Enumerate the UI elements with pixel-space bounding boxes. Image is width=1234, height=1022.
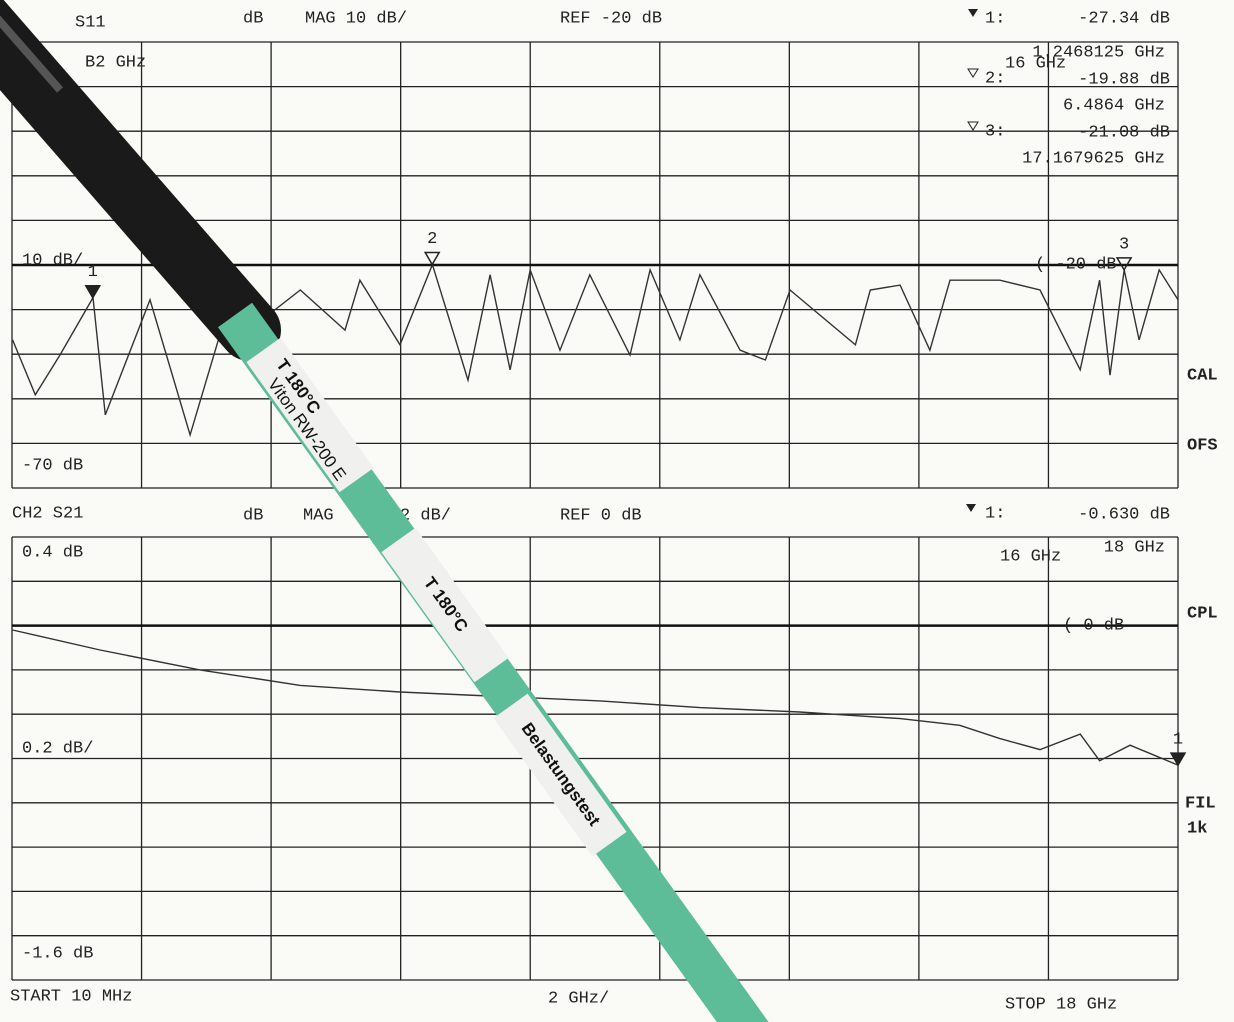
span-note: 16 GHz [1005,54,1066,73]
format: dB [243,506,263,525]
band [493,693,627,857]
start: START 10 MHz [10,987,132,1006]
marker-icon [967,68,979,78]
reference: REF 0 dB [560,506,642,525]
partial-note: B2 GHz [85,53,146,72]
cable-sleeve [0,0,281,361]
x-scale: 2 GHz/ [548,989,609,1008]
marker-freq: 1.2468125 GHz [1032,43,1165,62]
side-label: CAL [1187,366,1218,385]
side-label: FIL [1185,794,1216,813]
channel: CH2 S21 [12,504,83,523]
marker [1169,752,1187,767]
plots: 1 2 3 1 [11,41,1187,981]
marker-icon [967,121,979,131]
marker-value: -21.08 dB [1078,123,1170,142]
marker-freq: 6.4864 GHz [1063,96,1165,115]
marker-label: 1 [88,263,98,282]
side-label: 1k [1187,819,1207,838]
labels: S11 dB MAG 10 dB/ REF -20 dB 1: -27.34 d… [10,9,1218,1014]
bottom-label: -70 dB [22,456,83,475]
scale: 2 dB/ [400,506,451,525]
side-label: CPL [1187,604,1218,623]
marker-freq: 18 GHz [1104,538,1165,557]
marker [84,284,102,300]
band [246,337,374,493]
reference: REF -20 dB [560,9,662,28]
scale: MAG 10 dB/ [305,9,407,28]
trace [12,629,1179,766]
ref-marker: ( 0 dB [1063,616,1124,635]
side-label: OFS [1187,436,1218,455]
scale-label: 0.2 dB/ [22,739,93,758]
marker-icon [968,9,978,17]
marker-value: -27.34 dB [1078,9,1170,28]
ref-marker: ( -20 dB [1035,255,1117,274]
format: dB [243,9,263,28]
scale: MAG [303,506,334,525]
marker-freq: 17.1679625 GHz [1022,149,1165,168]
stop: STOP 18 GHz [1005,995,1117,1014]
marker-readout: 1: [985,9,1005,28]
marker-readout: 3: [985,122,1005,141]
channel: S11 [75,13,106,32]
scale-label: 10 dB/ [22,251,83,270]
marker-value: -19.88 dB [1078,70,1170,89]
bottom-label: -1.6 dB [22,944,93,963]
trace [11,262,1179,438]
marker-readout: 2: [985,69,1005,88]
cable-highlight [0,15,64,93]
marker [423,251,441,266]
band [381,527,509,683]
marker [1115,257,1133,272]
marker-icon [966,504,976,512]
marker-value: -0.630 dB [1078,505,1170,524]
top-label: 0.4 dB [22,543,83,562]
span-note: 16 GHz [1000,547,1061,566]
marker-label: 2 [427,230,437,249]
marker-readout: 1: [985,504,1005,523]
marker-label: 1 [1173,731,1183,750]
marker-label: 3 [1119,235,1129,254]
